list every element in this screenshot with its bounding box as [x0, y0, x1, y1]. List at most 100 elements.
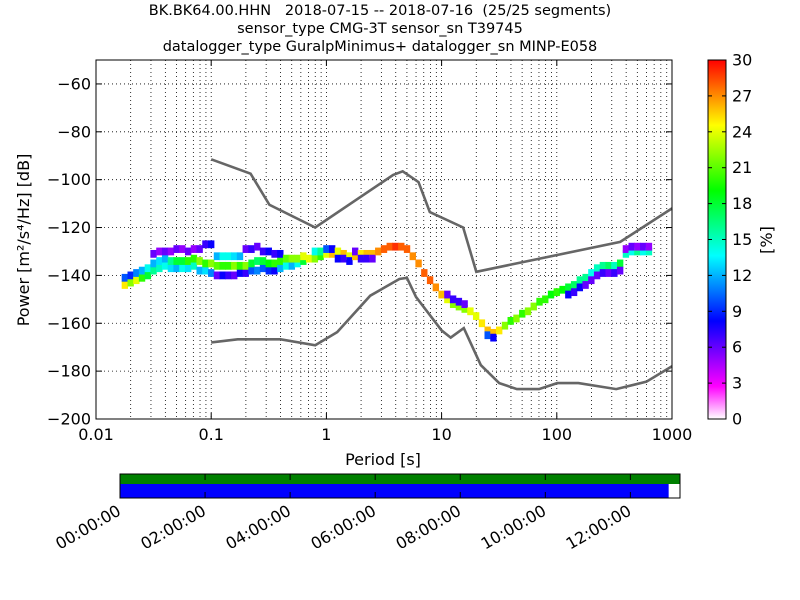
psd-cell	[161, 261, 169, 270]
psd-cell	[375, 247, 382, 256]
plot-frame	[95, 59, 673, 420]
psd-cell	[254, 242, 261, 251]
psd-cell	[121, 273, 129, 282]
psd-cell	[167, 257, 175, 265]
psd-cell	[582, 281, 589, 289]
psd-cell	[461, 305, 468, 313]
psd-cell	[127, 278, 134, 287]
psd-cell	[616, 266, 624, 275]
colorbar-tick-label: 3	[732, 374, 742, 393]
psd-cell	[449, 300, 457, 309]
psd-cell	[444, 290, 451, 299]
psd-cell	[593, 264, 601, 273]
noise-models	[210, 158, 673, 391]
psd-cell	[294, 254, 301, 263]
psd-cell	[346, 257, 353, 265]
psd-cell	[484, 326, 491, 335]
psd-cell	[225, 261, 232, 270]
psd-cell	[144, 271, 152, 280]
psd-coverage-bar	[120, 484, 669, 498]
psd-cell	[363, 254, 370, 263]
y-tick-label: −120	[47, 218, 91, 237]
psd-cell	[254, 266, 261, 275]
colorbar-tick-label: 24	[732, 122, 752, 141]
psd-cell	[265, 266, 272, 275]
title-line-3: datalogger_type GuralpMinimus+ datalogge…	[162, 39, 598, 55]
psd-cell	[363, 249, 370, 258]
colorbar-tick-label: 30	[732, 51, 752, 70]
psd-cell	[219, 271, 226, 280]
psd-cell	[156, 264, 163, 273]
psd-cell	[496, 326, 503, 335]
psd-cell	[311, 247, 319, 256]
psd-cell	[628, 242, 635, 251]
y-tick-label: −80	[57, 122, 91, 141]
psd-cell	[300, 252, 307, 261]
x-tick-label: 0.1	[198, 425, 223, 444]
y-tick-label: −140	[47, 266, 91, 285]
timeline-tick-label: 04:00:00	[222, 501, 294, 553]
psd-cell	[236, 252, 244, 261]
psd-cell	[231, 261, 238, 270]
psd-cell	[173, 257, 180, 265]
psd-cell	[259, 264, 267, 273]
colorbar-label: [%]	[757, 226, 776, 254]
psd-cell	[565, 283, 572, 292]
psd-cell	[576, 276, 584, 285]
grid	[96, 60, 672, 419]
psd-cell	[490, 333, 497, 342]
psd-cell	[582, 273, 589, 282]
x-tick-label: 1	[321, 425, 331, 444]
psd-cell	[213, 252, 221, 261]
psd-cell	[622, 249, 630, 258]
psd-cell	[467, 307, 474, 316]
psd-cell	[380, 245, 388, 253]
psd-cell	[231, 252, 238, 261]
psd-cell	[628, 247, 635, 256]
psd-cell	[271, 249, 278, 258]
timeline-border	[119, 473, 681, 499]
psd-cell	[357, 249, 365, 258]
psd-cell	[409, 252, 416, 261]
y-tick-label: −200	[47, 410, 91, 429]
psd-cell	[196, 257, 203, 265]
y-tick-label: −160	[47, 314, 91, 333]
psd-cell	[127, 271, 134, 280]
psd-cell	[184, 257, 192, 265]
psd-cell	[121, 281, 129, 289]
psd-cell	[190, 254, 198, 263]
x-tick-label: 100	[542, 425, 573, 444]
psd-cell	[271, 266, 278, 275]
low-noise-model	[211, 276, 673, 391]
psd-cell	[167, 264, 175, 273]
timeline-tick-label: 08:00:00	[393, 501, 465, 553]
psd-cell	[611, 269, 618, 277]
psd-cell	[640, 242, 647, 251]
psd-cell	[184, 264, 192, 273]
psd-cell	[208, 269, 215, 277]
timeline-tick-label: 10:00:00	[478, 501, 550, 553]
psd-cell	[352, 252, 359, 261]
psd-cell	[248, 266, 255, 275]
psd-cell	[438, 290, 445, 299]
psd-cell	[334, 254, 342, 263]
psd-cell	[277, 264, 284, 273]
psd-cell	[449, 295, 457, 304]
colorbar-tick-label: 27	[732, 86, 752, 105]
psd-cell	[323, 249, 330, 258]
x-tick-label: 0.01	[78, 425, 114, 444]
psd-cell	[225, 252, 232, 261]
psd-cell	[173, 245, 180, 253]
psd-cell	[599, 261, 607, 270]
psd-cell	[138, 266, 146, 275]
psd-cell	[150, 249, 157, 258]
timeline-tick-label: 02:00:00	[137, 501, 209, 553]
psd-cell	[248, 259, 255, 268]
psd-cell	[478, 319, 486, 328]
y-tick-label: −100	[47, 170, 91, 189]
psd-cell	[415, 259, 422, 268]
psd-cell	[536, 297, 543, 306]
psd-cell	[236, 261, 244, 270]
psd-cell	[271, 259, 278, 268]
psd-cell	[461, 300, 468, 309]
